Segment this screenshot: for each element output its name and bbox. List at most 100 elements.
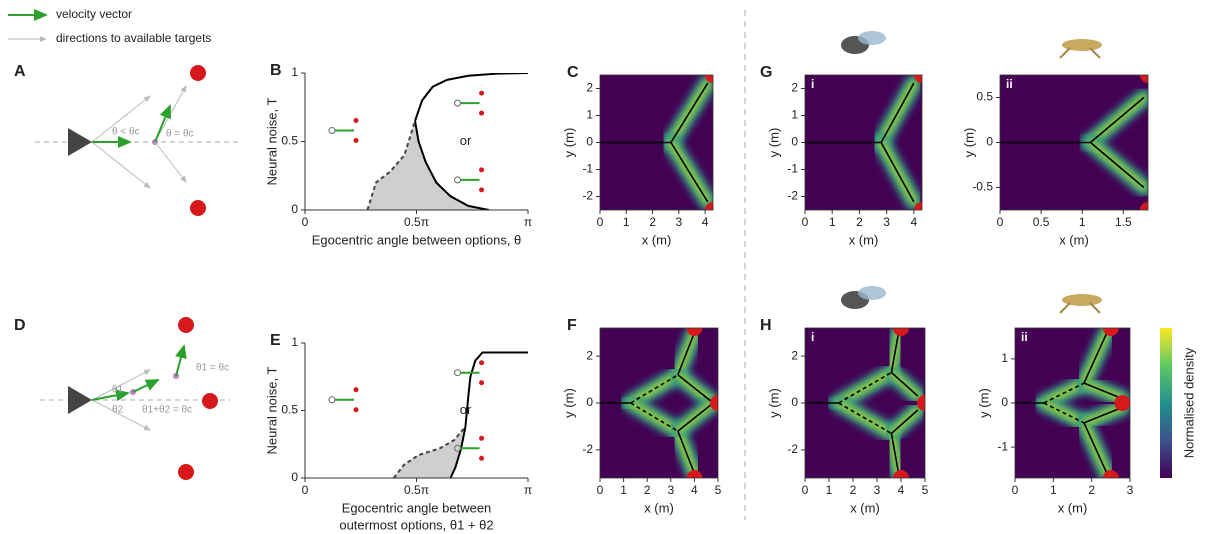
x-tick-label: 0 (302, 483, 309, 497)
legend-text: directions to available targets (56, 31, 211, 45)
plot-area (805, 320, 933, 486)
inset-agent (455, 177, 461, 183)
y-axis-label: y (m) (561, 388, 576, 418)
x-tick-label: 0 (302, 215, 309, 229)
y-axis-label: y (m) (561, 128, 576, 158)
x-tick-label: 1 (1050, 483, 1057, 497)
inset-target (479, 456, 484, 461)
y-tick-label: 1 (1001, 351, 1008, 365)
x-tick-label: π (524, 483, 532, 497)
locust-icon (1060, 294, 1102, 313)
x-tick-label: 4 (910, 215, 917, 229)
panel-label: G (760, 64, 772, 81)
inset-target (479, 436, 484, 441)
y-tick-label: -1 (582, 162, 593, 176)
y-tick-label: 1 (291, 65, 298, 79)
inset-agent (455, 370, 461, 376)
x-tick-label: 2 (649, 215, 656, 229)
y-tick-label: 0 (791, 135, 798, 149)
y-tick-label: -1 (787, 162, 798, 176)
inset-target (479, 111, 484, 116)
schematic-a (35, 65, 240, 216)
x-tick-label: 2 (856, 215, 863, 229)
panel-label: E (270, 332, 281, 349)
x-tick-label: 1 (1079, 215, 1086, 229)
inset-target (479, 167, 484, 172)
figure: velocity vector directions to available … (0, 0, 1208, 534)
x-tick-label: 2 (850, 483, 857, 497)
angle-label: θ2 (112, 405, 124, 416)
sub-label: ii (1006, 77, 1013, 91)
inset-target (354, 138, 359, 143)
inset-target (479, 187, 484, 192)
y-tick-label: 0 (791, 395, 798, 409)
y-tick-label: 1 (791, 108, 798, 122)
y-tick-label: -0.5 (972, 180, 993, 194)
y-tick-label: 2 (586, 81, 593, 95)
y-tick-label: 0 (586, 135, 593, 149)
sub-label: i (811, 330, 814, 344)
trajectory (415, 73, 528, 121)
x-tick-label: 0.5π (404, 215, 429, 229)
y-axis-label: Neural noise, T (264, 97, 279, 185)
x-tick-label: 0 (997, 215, 1004, 229)
panel-label: F (567, 317, 577, 334)
angle-label: θ < θc (112, 127, 140, 138)
y-axis-label: Neural noise, T (264, 366, 279, 454)
legend-text: velocity vector (56, 7, 132, 21)
x-tick-label: 3 (1127, 483, 1134, 497)
inset-target (479, 91, 484, 96)
y-tick-label: 0 (291, 470, 298, 484)
x-tick-label: 0 (802, 483, 809, 497)
x-tick-label: 1 (620, 483, 627, 497)
x-tick-label: 3 (667, 483, 674, 497)
x-tick-label: 1.5 (1115, 215, 1132, 229)
y-tick-label: -1 (997, 439, 1008, 453)
target (1114, 395, 1130, 411)
x-tick-label: 0 (597, 483, 604, 497)
x-tick-label: 0 (597, 215, 604, 229)
x-tick-label: 0 (1012, 483, 1019, 497)
x-tick-label: 4 (898, 483, 905, 497)
x-tick-label: 4 (702, 215, 709, 229)
annotation: or (460, 402, 472, 417)
y-axis-label: y (m) (766, 128, 781, 158)
sub-label: i (811, 77, 814, 91)
x-tick-label: 1 (826, 483, 833, 497)
inset-target (354, 118, 359, 123)
inset-target (354, 407, 359, 412)
y-tick-label: 0.5 (976, 90, 993, 104)
x-axis-label: outermost options, θ1 + θ2 (339, 517, 493, 532)
x-tick-label: 5 (715, 483, 722, 497)
y-tick-label: 0 (986, 135, 993, 149)
plot-area (600, 320, 726, 486)
y-tick-label: 0 (1001, 395, 1008, 409)
trajectory (465, 352, 528, 426)
y-tick-label: -2 (582, 189, 593, 203)
plot-area (600, 67, 721, 218)
y-tick-label: -2 (582, 442, 593, 456)
panel-label: A (14, 63, 26, 80)
locust-icon (1060, 39, 1102, 58)
colorbar (1160, 328, 1172, 478)
x-axis-label: x (m) (849, 232, 879, 247)
plot-area (1000, 67, 1156, 218)
inset-agent (329, 397, 335, 403)
plot-area (367, 73, 528, 210)
angle-label: θ = θc (166, 129, 194, 140)
x-tick-label: 1 (623, 215, 630, 229)
inset-target (354, 387, 359, 392)
fly-icon (841, 31, 886, 54)
inset-target (479, 360, 484, 365)
x-axis-label: x (m) (644, 500, 674, 515)
y-tick-label: 1 (586, 108, 593, 122)
x-tick-label: 2 (1088, 483, 1095, 497)
x-tick-label: π (524, 215, 532, 229)
panel-label: H (760, 317, 772, 334)
inset-agent (455, 100, 461, 106)
inset-target (479, 380, 484, 385)
x-tick-label: 4 (691, 483, 698, 497)
y-tick-label: 0.5 (281, 403, 298, 417)
x-tick-label: 0.5π (404, 483, 429, 497)
y-tick-label: 0 (586, 395, 593, 409)
